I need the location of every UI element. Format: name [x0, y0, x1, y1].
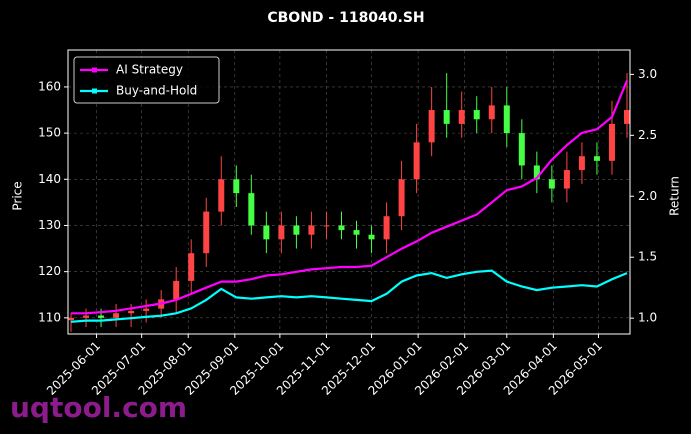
y2-tick-label: 2.5: [638, 128, 657, 142]
candle-body: [233, 179, 240, 194]
candle-body: [548, 179, 555, 189]
candle-body: [278, 225, 285, 240]
candle-body: [578, 156, 585, 171]
candle-body: [68, 317, 75, 321]
candle-body: [488, 105, 495, 120]
candle-body: [623, 110, 630, 124]
y2-tick-label: 1.5: [638, 250, 657, 264]
candle-body: [98, 315, 105, 318]
candle-body: [368, 234, 375, 240]
candle-body: [248, 193, 255, 226]
y2-axis-label: Return: [668, 176, 682, 216]
series-line: [71, 80, 629, 315]
candle-body: [398, 179, 405, 217]
candle-body: [308, 225, 315, 235]
legend-box: [73, 56, 220, 104]
candle-body: [503, 105, 510, 134]
candle-body: [473, 110, 480, 120]
candle-body: [218, 179, 225, 212]
legend: AI Strategy Buy-and-Hold: [73, 56, 220, 104]
candle-body: [353, 230, 360, 235]
plot-frame: [67, 49, 631, 335]
candle-body: [608, 123, 615, 161]
watermark: uqtool.com: [10, 391, 187, 424]
candle-body: [113, 313, 120, 318]
legend-label: AI Strategy: [116, 63, 183, 77]
y-tick-label: 120: [38, 264, 61, 278]
candle-body: [263, 225, 270, 240]
candle-body: [533, 165, 540, 180]
y-axis-label: Price: [11, 181, 25, 210]
candle-body: [443, 110, 450, 124]
candle-body: [83, 315, 90, 318]
candle-body: [293, 225, 300, 235]
candle-body: [428, 110, 435, 143]
candle-body: [188, 253, 195, 281]
candle-body: [203, 211, 210, 254]
series-line: [70, 269, 628, 323]
legend-marker: [92, 88, 97, 94]
candle-body: [338, 225, 345, 231]
legend-marker: [92, 67, 97, 73]
y2-tick-label: 1.0: [638, 311, 657, 325]
y-tick-label: 140: [38, 172, 61, 186]
y-tick-label: 150: [38, 126, 61, 140]
candle-body: [323, 225, 330, 227]
candle-body: [413, 142, 420, 180]
candle-body: [593, 156, 600, 161]
y2-tick-label: 3.0: [638, 67, 657, 81]
chart-title: CBOND - 118040.SH: [267, 10, 424, 26]
candle-body: [458, 110, 465, 124]
candle-body: [128, 310, 135, 314]
y2-tick-label: 2.0: [638, 189, 657, 203]
y-tick-label: 160: [38, 79, 61, 93]
candle-body: [518, 133, 525, 166]
candle-body: [383, 216, 390, 240]
legend-label: Buy-and-Hold: [116, 84, 197, 98]
y-tick-label: 110: [38, 310, 61, 324]
candle-body: [563, 170, 570, 189]
y-tick-label: 130: [38, 218, 61, 232]
candle-body: [173, 280, 180, 300]
candle-body: [143, 308, 150, 311]
